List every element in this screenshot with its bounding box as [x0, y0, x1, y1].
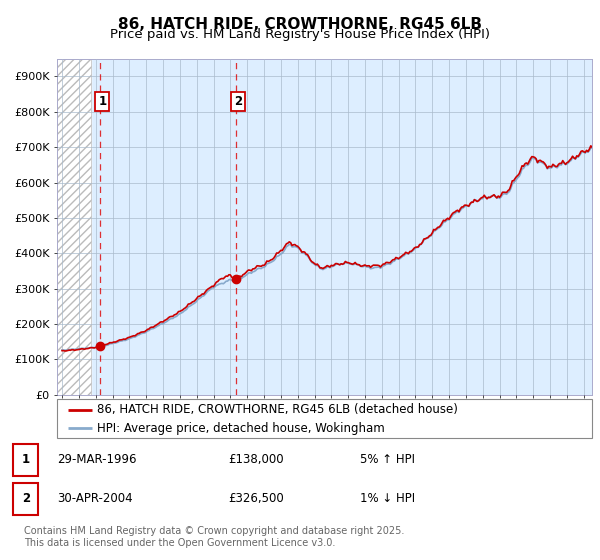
- Text: 1: 1: [22, 453, 30, 466]
- Bar: [13, 444, 38, 476]
- Text: 2: 2: [22, 492, 30, 506]
- Text: 29-MAR-1996: 29-MAR-1996: [57, 453, 137, 466]
- Text: Contains HM Land Registry data © Crown copyright and database right 2025.
This d: Contains HM Land Registry data © Crown c…: [24, 526, 404, 548]
- Bar: [13, 483, 38, 515]
- Text: 1: 1: [98, 95, 106, 108]
- Text: £326,500: £326,500: [228, 492, 284, 506]
- Text: Price paid vs. HM Land Registry's House Price Index (HPI): Price paid vs. HM Land Registry's House …: [110, 28, 490, 41]
- Text: 5% ↑ HPI: 5% ↑ HPI: [360, 453, 415, 466]
- Text: HPI: Average price, detached house, Wokingham: HPI: Average price, detached house, Woki…: [97, 422, 385, 435]
- Text: 86, HATCH RIDE, CROWTHORNE, RG45 6LB (detached house): 86, HATCH RIDE, CROWTHORNE, RG45 6LB (de…: [97, 403, 458, 416]
- Bar: [57, 59, 91, 395]
- Text: 30-APR-2004: 30-APR-2004: [57, 492, 133, 506]
- Text: £138,000: £138,000: [228, 453, 284, 466]
- Text: 2: 2: [235, 95, 242, 108]
- Text: 86, HATCH RIDE, CROWTHORNE, RG45 6LB: 86, HATCH RIDE, CROWTHORNE, RG45 6LB: [118, 17, 482, 32]
- Bar: [57, 59, 91, 395]
- Text: 1% ↓ HPI: 1% ↓ HPI: [360, 492, 415, 506]
